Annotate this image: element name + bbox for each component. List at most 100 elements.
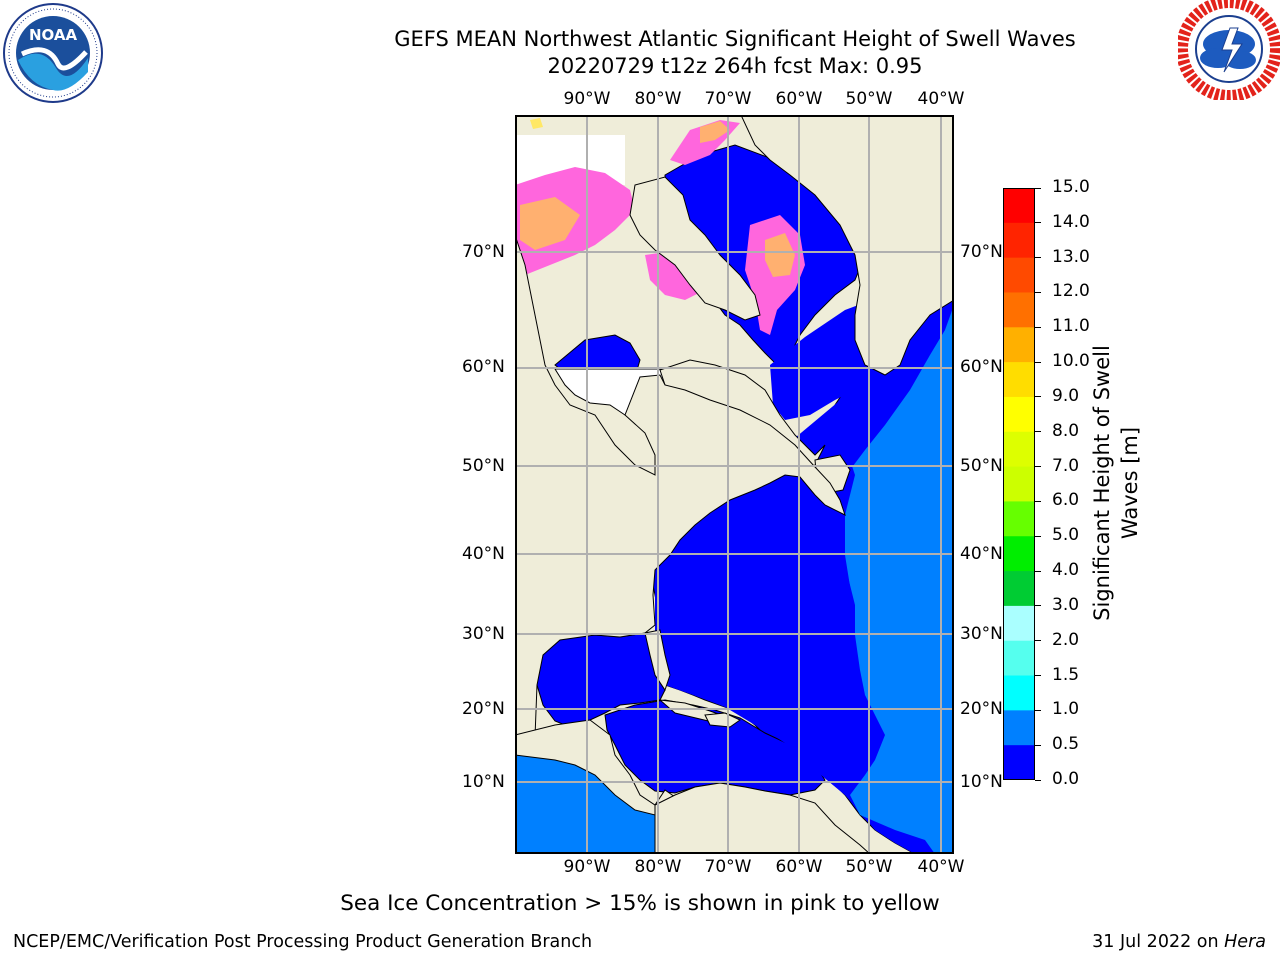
- lat-label-left: 70°N: [462, 242, 505, 262]
- colorbar-tick-mark: [1035, 396, 1041, 398]
- lat-label-left: 10°N: [462, 772, 505, 792]
- sea-ice-caption: Sea Ice Concentration > 15% is shown in …: [340, 891, 940, 916]
- colorbar-swatch: [1003, 675, 1035, 711]
- lat-label-left: 50°N: [462, 456, 505, 476]
- colorbar-swatches: [1003, 188, 1035, 781]
- colorbar-tick-label: 9.0: [1052, 385, 1080, 406]
- colorbar-swatch: [1003, 536, 1035, 572]
- lon-label-top: 50°W: [845, 89, 893, 109]
- colorbar-swatch: [1003, 292, 1035, 328]
- hispaniola: [704, 712, 741, 728]
- colorbar-swatch: [1003, 396, 1035, 433]
- colorbar-tick-label: 14.0: [1052, 211, 1090, 232]
- colorbar-tick-label: 10.0: [1052, 351, 1090, 372]
- colorbar-swatch: [1003, 571, 1035, 607]
- colorbar-tick-label: 7.0: [1052, 455, 1080, 476]
- colorbar-tick-label: 2.0: [1052, 629, 1080, 650]
- colorbar-tick-mark: [1035, 570, 1041, 572]
- colorbar-tick-label: 4.0: [1052, 560, 1080, 581]
- colorbar-tick-mark: [1035, 431, 1041, 433]
- title-line1: GEFS MEAN Northwest Atlantic Significant…: [394, 27, 1076, 51]
- lon-label-top: 40°W: [917, 89, 965, 109]
- colorbar-tick-label: 5.0: [1052, 525, 1080, 546]
- lat-label-right: 50°N: [960, 456, 1003, 476]
- colorbar-tick-mark: [1035, 361, 1041, 363]
- lon-label-top: 70°W: [704, 89, 752, 109]
- colorbar-tick-label: 6.0: [1052, 490, 1080, 511]
- colorbar-tick-label: 0.5: [1052, 734, 1080, 755]
- colorbar-swatch: [1003, 501, 1035, 537]
- title-line2: 20220729 t12z 264h fcst Max: 0.95: [547, 54, 923, 78]
- colorbar-tick-mark: [1035, 291, 1041, 293]
- colorbar-swatch: [1003, 605, 1035, 642]
- chart-title: GEFS MEAN Northwest Atlantic Significant…: [300, 26, 1170, 80]
- colorbar-swatch: [1003, 710, 1035, 746]
- lat-label-left: 60°N: [462, 357, 505, 377]
- colorbar-tick-label: 12.0: [1052, 281, 1090, 302]
- lat-label-right: 70°N: [960, 242, 1003, 262]
- lat-label-right: 60°N: [960, 357, 1003, 377]
- colorbar-swatch: [1003, 745, 1035, 781]
- colorbar-frame: [1003, 188, 1035, 780]
- lat-label-left: 20°N: [462, 699, 505, 719]
- lat-label-left: 30°N: [462, 624, 505, 644]
- lon-label-bottom: 40°W: [917, 857, 965, 877]
- colorbar-tick-label: 11.0: [1052, 316, 1090, 337]
- colorbar-tick-label: 1.0: [1052, 699, 1080, 720]
- colorbar-tick-mark: [1035, 605, 1041, 607]
- colorbar-tick-mark: [1035, 744, 1041, 746]
- colorbar-title-line1: Significant Height of Swell: [1090, 345, 1114, 621]
- colorbar-title-line2: Waves [m]: [1118, 426, 1142, 540]
- footer-left: NCEP/EMC/Verification Post Processing Pr…: [13, 932, 593, 952]
- map-canvas: [514, 114, 955, 855]
- colorbar-swatch: [1003, 188, 1035, 224]
- colorbar-swatch: [1003, 327, 1035, 363]
- colorbar-tick-label: 15.0: [1052, 177, 1090, 197]
- colorbar-title: Significant Height of Swell Waves [m]: [1088, 323, 1144, 643]
- colorbar: [1003, 188, 1035, 781]
- colorbar-tick-mark: [1035, 640, 1041, 642]
- lat-label-left: 40°N: [462, 544, 505, 564]
- colorbar-tick-label: 13.0: [1052, 246, 1090, 267]
- colorbar-tick-mark: [1035, 326, 1041, 328]
- colorbar-tick-mark: [1035, 500, 1041, 502]
- colorbar-tick-label: 0.0: [1052, 769, 1080, 789]
- colorbar-swatch: [1003, 222, 1035, 259]
- footer-host: Hera: [1224, 932, 1266, 952]
- ocean-swell-mid-east: [835, 305, 954, 854]
- lat-label-right: 30°N: [960, 624, 1003, 644]
- colorbar-swatch: [1003, 431, 1035, 468]
- footer-date: 31 Jul 2022 on: [1092, 932, 1225, 952]
- colorbar-tick-mark: [1035, 675, 1041, 677]
- sea-ice-yellow-dot: [530, 118, 543, 129]
- ocean-inner: [750, 445, 870, 795]
- ocean-swell-mid-gulf: [515, 735, 675, 854]
- sea-ice-baffin-2: [700, 121, 730, 143]
- colorbar-swatch: [1003, 640, 1035, 677]
- colorbar-tick-label: 3.0: [1052, 594, 1080, 615]
- greenland: [740, 114, 955, 376]
- colorbar-tick-mark: [1035, 222, 1041, 224]
- lon-label-top: 60°W: [775, 89, 823, 109]
- lat-label-right: 40°N: [960, 544, 1003, 564]
- map-frame: [515, 115, 954, 854]
- colorbar-swatch: [1003, 466, 1035, 502]
- lat-label-right: 10°N: [960, 772, 1003, 792]
- colorbar-tick-mark: [1035, 535, 1041, 537]
- lon-label-bottom: 50°W: [845, 857, 893, 877]
- map-panel: [514, 114, 955, 855]
- central-america: [514, 719, 676, 816]
- colorbar-tick-label: 8.0: [1052, 420, 1080, 441]
- colorbar-tick-mark: [1035, 187, 1041, 189]
- colorbar-tick-mark: [1035, 709, 1041, 711]
- noaa-logo: NOAA: [2, 2, 104, 104]
- sea-ice-overlay: [515, 118, 805, 335]
- graticule: [515, 115, 954, 854]
- lon-label-top: 80°W: [634, 89, 682, 109]
- footer-right: 31 Jul 2022 on Hera: [1092, 932, 1266, 952]
- colorbar-tick-mark: [1035, 466, 1041, 468]
- nws-logo: [1176, 0, 1280, 102]
- colorbar-swatch: [1003, 257, 1035, 293]
- colorbar-tick-mark: [1035, 779, 1041, 781]
- lon-label-bottom: 90°W: [563, 857, 611, 877]
